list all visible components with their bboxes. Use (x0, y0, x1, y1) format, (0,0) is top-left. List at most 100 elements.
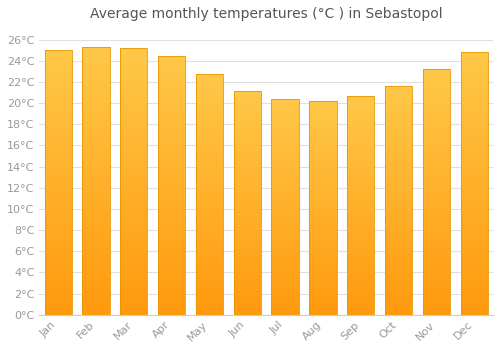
Bar (422, 145, 450, 148)
Bar (272, 200, 298, 203)
Bar (196, 124, 223, 127)
Bar (234, 257, 261, 259)
Bar (234, 237, 261, 239)
Bar (347, 173, 374, 175)
Bar (158, 61, 186, 63)
Bar (196, 290, 223, 293)
Bar (234, 98, 261, 100)
Bar (422, 173, 450, 175)
Bar (347, 150, 374, 153)
Bar (310, 101, 336, 103)
Bar (460, 294, 488, 296)
Bar (310, 140, 336, 142)
Bar (422, 108, 450, 111)
Bar (158, 198, 186, 201)
Bar (310, 285, 336, 287)
Bar (310, 227, 336, 229)
Bar (196, 136, 223, 139)
Bar (82, 251, 110, 253)
Bar (460, 210, 488, 212)
Bar (310, 272, 336, 274)
Bar (158, 89, 186, 92)
Bar (158, 139, 186, 141)
Bar (120, 251, 148, 253)
Bar (234, 116, 261, 118)
Bar (234, 109, 261, 112)
Bar (310, 289, 336, 291)
Bar (310, 244, 336, 246)
Bar (422, 212, 450, 214)
Bar (272, 118, 298, 120)
Bar (82, 205, 110, 208)
Bar (460, 270, 488, 273)
Bar (44, 85, 72, 87)
Bar (460, 99, 488, 102)
Bar (347, 229, 374, 232)
Bar (158, 120, 186, 123)
Bar (385, 308, 412, 310)
Bar (385, 230, 412, 232)
Bar (120, 214, 148, 216)
Bar (196, 76, 223, 78)
Bar (44, 272, 72, 275)
Bar (196, 180, 223, 182)
Bar (385, 105, 412, 107)
Bar (196, 153, 223, 155)
Bar (347, 161, 374, 164)
Bar (234, 275, 261, 277)
Bar (272, 218, 298, 220)
Bar (310, 105, 336, 107)
Bar (310, 125, 336, 127)
Bar (347, 210, 374, 212)
Bar (82, 181, 110, 184)
Bar (385, 86, 412, 315)
Bar (385, 111, 412, 114)
Bar (422, 253, 450, 256)
Bar (385, 228, 412, 230)
Bar (44, 238, 72, 241)
Bar (422, 128, 450, 131)
Bar (385, 299, 412, 301)
Bar (234, 138, 261, 141)
Bar (347, 300, 374, 302)
Bar (44, 146, 72, 148)
Bar (422, 241, 450, 244)
Bar (234, 252, 261, 254)
Bar (385, 164, 412, 166)
Bar (234, 250, 261, 252)
Bar (196, 165, 223, 168)
Bar (347, 284, 374, 286)
Bar (385, 109, 412, 111)
Bar (347, 177, 374, 179)
Bar (347, 264, 374, 267)
Bar (460, 244, 488, 246)
Bar (385, 269, 412, 271)
Bar (196, 257, 223, 259)
Bar (44, 278, 72, 280)
Bar (196, 199, 223, 201)
Bar (234, 290, 261, 293)
Bar (347, 118, 374, 120)
Bar (44, 130, 72, 132)
Bar (422, 133, 450, 135)
Bar (422, 182, 450, 185)
Bar (460, 139, 488, 141)
Bar (158, 222, 186, 224)
Bar (120, 93, 148, 96)
Bar (44, 77, 72, 79)
Bar (44, 56, 72, 58)
Bar (196, 95, 223, 98)
Bar (82, 299, 110, 301)
Bar (234, 210, 261, 212)
Bar (158, 302, 186, 304)
Bar (347, 280, 374, 282)
Bar (347, 205, 374, 208)
Bar (310, 131, 336, 133)
Bar (460, 115, 488, 118)
Bar (196, 182, 223, 184)
Bar (347, 124, 374, 126)
Bar (272, 99, 298, 101)
Bar (82, 135, 110, 138)
Bar (422, 131, 450, 133)
Bar (460, 165, 488, 168)
